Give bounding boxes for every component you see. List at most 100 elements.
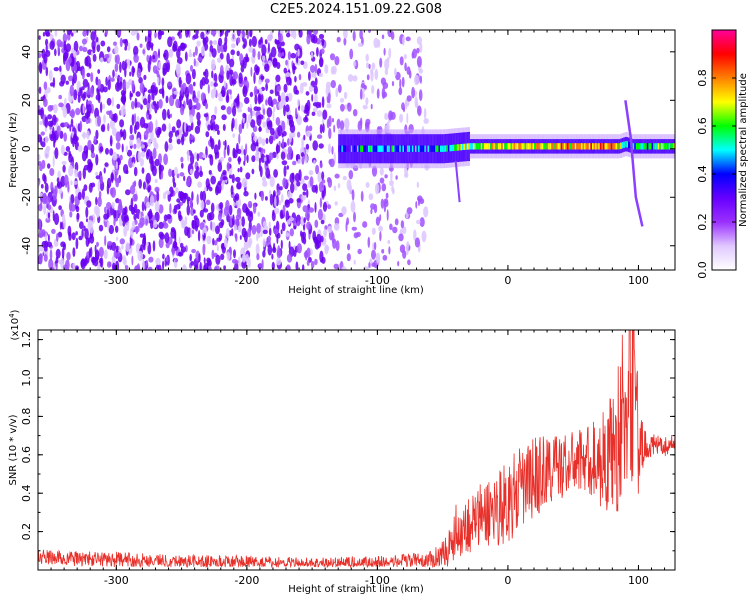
- heatmap-cell: [178, 214, 183, 222]
- heatmap-cell: [242, 44, 246, 49]
- heatmap-cell: [72, 72, 78, 84]
- heatmap-cell: [228, 156, 232, 163]
- heatmap-cell: [565, 143, 568, 150]
- heatmap-cell: [261, 259, 264, 270]
- heatmap-cell: [243, 160, 246, 166]
- heatmap-cell: [82, 46, 88, 53]
- heatmap-cell: [213, 124, 220, 132]
- heatmap-cell: [208, 170, 212, 175]
- heatmap-cell: [64, 98, 67, 107]
- heatmap-cell: [353, 259, 356, 265]
- heatmap-cell: [378, 225, 383, 232]
- heatmap-cell: [129, 227, 134, 239]
- heatmap-cell: [42, 173, 46, 182]
- heatmap-cell: [310, 65, 316, 73]
- heatmap-cell: [237, 208, 241, 214]
- heatmap-cell: [210, 81, 214, 87]
- heatmap-cell: [157, 77, 160, 84]
- heatmap-cell: [364, 145, 367, 152]
- heatmap-cell: [419, 145, 422, 152]
- heatmap-cell: [114, 63, 119, 73]
- heatmap-cell: [163, 49, 169, 61]
- heatmap-cell: [88, 248, 92, 259]
- heatmap-cell: [415, 201, 418, 209]
- heatmap-cell: [191, 68, 196, 80]
- heatmap-cell: [107, 123, 110, 132]
- heatmap-cell: [280, 239, 283, 250]
- heatmap-cell: [628, 141, 630, 149]
- heatmap-cell: [47, 114, 53, 120]
- heatmap-cell: [153, 219, 158, 228]
- heatmap-cell: [446, 145, 449, 152]
- heatmap-cell: [196, 193, 199, 206]
- heatmap-cell: [203, 257, 206, 264]
- heatmap-cell: [585, 143, 588, 150]
- heatmap-cell: [287, 51, 291, 61]
- heatmap-cell: [490, 143, 492, 150]
- heatmap-cell: [161, 123, 167, 132]
- heatmap-cell: [267, 121, 273, 130]
- heatmap-cell: [252, 203, 257, 214]
- heatmap-cell: [347, 74, 354, 82]
- heatmap-cell: [276, 85, 281, 92]
- heatmap-cell: [337, 183, 341, 189]
- heatmap-cell: [245, 253, 250, 264]
- heatmap-cell: [247, 211, 254, 223]
- heatmap-cell: [39, 62, 43, 74]
- heatmap-cell: [391, 145, 394, 152]
- heatmap-cell: [301, 194, 306, 201]
- heatmap-cell: [238, 123, 243, 134]
- heatmap-cell: [404, 62, 407, 72]
- heatmap-cell: [592, 143, 594, 150]
- heatmap-cell: [274, 196, 277, 208]
- x-tick-label: -300: [104, 274, 129, 287]
- heatmap-cell: [92, 53, 97, 62]
- heatmap-cell: [221, 114, 227, 121]
- heatmap-cell: [144, 35, 147, 43]
- heatmap-cell: [454, 144, 456, 151]
- heatmap-cell: [207, 124, 211, 131]
- heatmap-cell: [103, 249, 108, 260]
- heatmap-cell: [284, 95, 289, 103]
- heatmap-cell: [86, 72, 91, 78]
- heatmap-cell: [334, 56, 340, 66]
- heatmap-cell: [273, 169, 278, 178]
- heatmap-cell: [319, 123, 323, 134]
- heatmap-cell: [671, 143, 674, 150]
- heatmap-cell: [381, 87, 386, 100]
- heatmap-cell: [181, 162, 184, 169]
- heatmap-cell: [85, 149, 89, 159]
- heatmap-cell: [621, 142, 624, 149]
- heatmap-cell: [653, 143, 655, 150]
- heatmap-cell: [79, 120, 83, 132]
- heatmap-cell: [223, 80, 226, 88]
- heatmap-cell: [333, 185, 337, 192]
- heatmap-cell: [351, 226, 357, 231]
- heatmap-cell: [393, 145, 395, 152]
- heatmap-cell: [77, 145, 83, 152]
- heatmap-cell: [402, 36, 405, 46]
- heatmap-cell: [382, 254, 388, 261]
- heatmap-cell: [282, 204, 286, 216]
- heatmap-cell: [296, 181, 301, 187]
- heatmap-cell: [109, 135, 113, 147]
- heatmap-cell: [267, 96, 273, 107]
- heatmap-cell: [277, 124, 283, 137]
- heatmap-cell: [318, 72, 323, 78]
- heatmap-cell: [557, 143, 560, 150]
- heatmap-cell: [640, 143, 643, 150]
- heatmap-cell: [593, 143, 596, 150]
- heatmap-cell: [57, 170, 61, 179]
- heatmap-cell: [221, 180, 226, 185]
- heatmap-cell: [139, 217, 146, 227]
- heatmap-cell: [188, 84, 193, 93]
- heatmap-cell: [134, 265, 140, 270]
- heatmap-cell: [90, 31, 96, 41]
- heatmap-cell: [271, 46, 277, 58]
- heatmap-cell: [131, 134, 135, 141]
- heatmap-cell: [190, 207, 195, 216]
- heatmap-cell: [418, 89, 423, 102]
- heatmap-cell: [264, 39, 268, 45]
- heatmap-cell: [281, 160, 288, 166]
- heatmap-cell: [408, 145, 411, 152]
